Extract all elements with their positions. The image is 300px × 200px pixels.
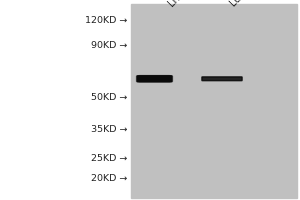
Text: 20KD →: 20KD → <box>91 174 128 183</box>
Text: Lung: Lung <box>228 0 252 8</box>
Text: Liver: Liver <box>167 0 191 8</box>
Text: 90KD →: 90KD → <box>91 41 128 50</box>
Text: 25KD →: 25KD → <box>91 154 128 163</box>
Text: 35KD →: 35KD → <box>91 125 128 134</box>
Text: 50KD →: 50KD → <box>91 93 128 102</box>
Text: 120KD →: 120KD → <box>85 16 128 25</box>
